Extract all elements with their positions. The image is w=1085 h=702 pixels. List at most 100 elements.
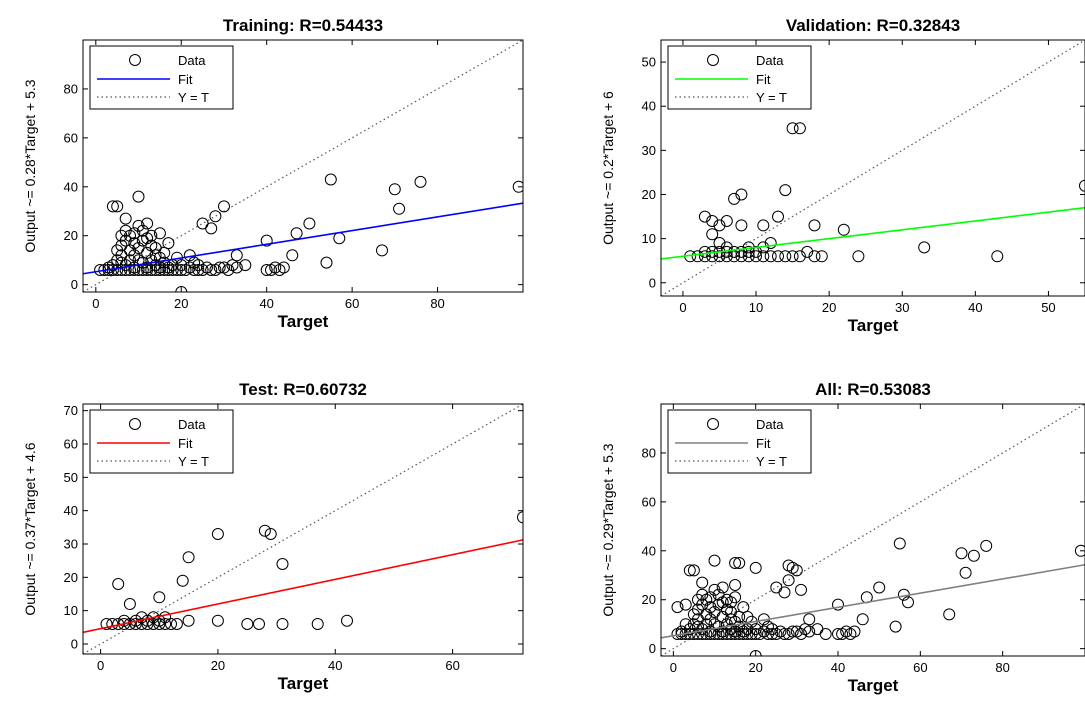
y-tick-label: 40 [642,99,656,114]
identity-line [661,40,1085,296]
x-tick-label: 60 [913,660,927,675]
data-point [698,210,711,223]
axes-frame [660,403,1085,657]
data-point [218,200,230,213]
x-tick-label: 40 [259,296,273,311]
data-point [264,528,277,540]
data-point [790,564,803,577]
x-tick-label: 0 [679,300,686,315]
data-point [991,250,1004,263]
y-tick-label: 30 [642,143,656,158]
data-point [728,245,741,258]
y-tick-label: 80 [642,445,656,460]
y-tick-label: 60 [64,130,78,145]
data-point [750,245,762,258]
data-point [729,579,742,591]
data-point [147,618,160,630]
data-point [749,628,762,640]
y-tick-label: 0 [71,277,78,292]
data-point [153,614,166,627]
data-point [512,180,523,193]
legend-box [89,45,234,110]
fit-line [661,563,1085,639]
data-point [772,210,784,223]
data-point [679,598,692,611]
subplot-title: All: R=0.53083 [815,380,931,399]
legend-identity-label: Y = T [756,454,787,469]
data-point [388,183,401,196]
subplot-title: Test: R=0.60732 [239,380,367,399]
plot-contents [661,404,1085,656]
data-point [106,200,119,213]
data-point [205,222,218,235]
data-point [749,650,762,656]
data-point [671,601,684,614]
axes-frame [660,39,1085,297]
data-point [733,557,746,569]
y-tick-label: 20 [64,570,78,585]
y-tick-label: 10 [64,603,78,618]
y-tick-label: 60 [64,437,78,452]
data-point [286,249,299,262]
x-tick-label: 0 [670,660,677,675]
data-point [889,620,902,633]
data-point [153,591,166,604]
x-tick-label: 0 [97,658,104,673]
data-point [147,611,160,624]
legend-data-label: Data [178,417,206,432]
data-point [742,245,755,258]
data-point [706,250,719,263]
x-axis-label: Target [278,312,329,331]
data-point [902,596,914,609]
data-point [205,264,218,276]
data-point [795,583,807,596]
data-point [376,244,388,257]
x-tick-label: 80 [995,660,1009,675]
data-point [106,618,119,630]
legend: Data Fit Y = T [89,45,234,110]
x-tick-label: 50 [1041,300,1055,315]
data-point [691,250,704,263]
data-point [1079,179,1085,192]
data-point [720,215,733,227]
y-tick-label: 20 [64,228,78,243]
legend-identity-label: Y = T [756,90,787,105]
data-point [182,551,195,564]
subplot-title: Training: R=0.54433 [223,16,383,35]
fit-line [83,539,523,634]
x-tick-label: 10 [749,300,763,315]
data-point [145,229,158,242]
legend: Data Fit Y = T [667,409,812,474]
y-tick-label: 40 [64,503,78,518]
x-tick-label: 20 [748,660,762,675]
plot-contents [83,404,523,654]
data-point [277,261,290,274]
y-axis-label: Output ~= 0.28*Target + 5.3 [22,79,38,252]
y-tick-label: 50 [642,55,656,70]
data-point [241,618,254,630]
data-point [159,618,172,630]
data-point [276,618,289,630]
x-axis-label: Target [278,674,329,693]
data-point [135,618,148,630]
identity-line [83,404,523,654]
data-point [704,591,717,604]
data-point [778,628,791,640]
data-point [793,250,806,263]
data-point [832,628,844,640]
y-tick-label: 50 [64,470,78,485]
legend-data-marker [707,54,719,66]
y-tick-label: 0 [649,641,656,656]
x-tick-label: 40 [328,658,342,673]
x-tick-label: 30 [895,300,909,315]
data-point [260,264,273,276]
data-point [170,618,183,630]
data-point [696,576,709,589]
x-tick-label: 40 [968,300,982,315]
legend-fit-label: Fit [756,436,771,451]
subplot-3: 0 20 40 60 0 10 20 30 40 50 60 70 Test: R=0.60732 Tar… [22,380,524,693]
data-point [873,581,886,594]
data-point [729,591,742,604]
data-point [815,250,828,263]
data-point [782,574,795,587]
